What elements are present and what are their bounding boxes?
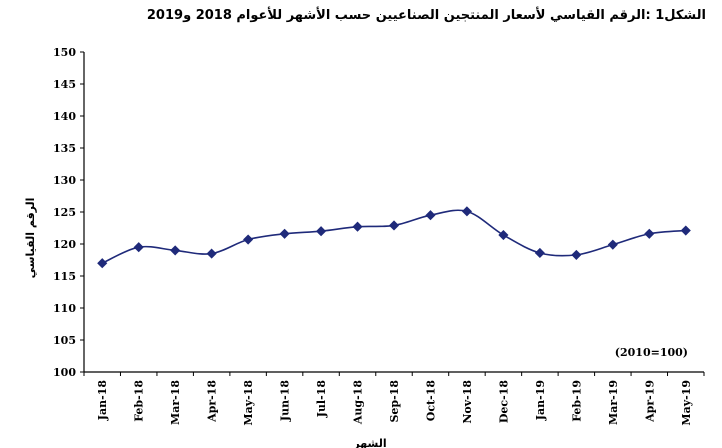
y-tick-label: 105 <box>53 334 76 347</box>
data-point-marker <box>425 210 436 221</box>
x-tick-label: Feb-18 <box>133 380 146 422</box>
y-tick-label: 140 <box>53 110 76 123</box>
data-point-marker <box>607 239 618 250</box>
y-tick-label: 115 <box>53 270 76 283</box>
x-tick-label: May-18 <box>242 380 255 426</box>
series-line <box>101 209 686 264</box>
x-tick-label: Sep-18 <box>388 380 401 423</box>
x-tick-label: Apr-19 <box>643 380 656 423</box>
x-tick-label: May-19 <box>680 380 693 426</box>
y-tick-label: 130 <box>53 174 76 187</box>
data-point-marker <box>279 228 290 239</box>
x-tick-label: Oct-18 <box>424 380 437 422</box>
data-point-marker <box>170 245 181 256</box>
y-tick-label: 145 <box>53 78 76 91</box>
x-tick-label: Apr-18 <box>206 380 219 423</box>
x-tick-label: Aug-18 <box>352 380 365 425</box>
data-point-marker <box>206 248 217 259</box>
chart-title: الشكل1 :الرقم القياسي لأسعار المنتجين ال… <box>146 8 706 23</box>
y-tick-label: 110 <box>53 302 76 315</box>
data-point-marker <box>388 220 400 231</box>
y-axis-ticks: 100 105 110 115 120 125 130 135 140 145 150 <box>53 46 84 379</box>
y-axis-label: الرقم القياسي <box>24 198 37 279</box>
data-point-marker <box>571 249 582 260</box>
data-point-marker <box>498 229 509 241</box>
axes <box>83 52 704 373</box>
data-point-marker <box>461 206 473 217</box>
data-point-marker <box>315 226 327 237</box>
x-tick-label: Mar-19 <box>607 380 620 425</box>
x-tick-label: Jan-18 <box>96 380 109 422</box>
data-point-marker <box>133 242 144 253</box>
x-tick-label: Feb-19 <box>570 380 583 422</box>
x-axis-label: الشهر <box>352 437 386 448</box>
y-tick-label: 120 <box>53 238 76 251</box>
series-markers <box>97 206 691 269</box>
data-point-marker <box>352 221 363 232</box>
x-axis-ticks: Jan-18 Feb-18 Mar-18 Apr-18 May-18 Jun-18 Jul-… <box>83 372 705 426</box>
y-tick-label: 150 <box>53 46 76 59</box>
x-tick-label: Jan-19 <box>534 380 547 421</box>
data-point-marker <box>243 234 254 245</box>
data-point-marker <box>644 228 655 239</box>
data-point-marker <box>534 247 545 259</box>
x-tick-label: Jun-18 <box>279 380 292 422</box>
x-tick-label: Jul-18 <box>315 380 328 419</box>
series-line-path <box>101 209 686 264</box>
base-year-note: (2010=100) <box>615 346 688 359</box>
data-point-marker <box>680 225 691 236</box>
x-tick-label: Mar-18 <box>169 380 182 425</box>
data-point-marker <box>97 258 108 269</box>
x-tick-label: Dec-18 <box>497 380 510 423</box>
y-tick-label: 100 <box>53 366 76 379</box>
y-tick-label: 125 <box>53 206 76 219</box>
y-tick-label: 135 <box>53 142 76 155</box>
x-tick-label: Nov-18 <box>461 380 474 424</box>
